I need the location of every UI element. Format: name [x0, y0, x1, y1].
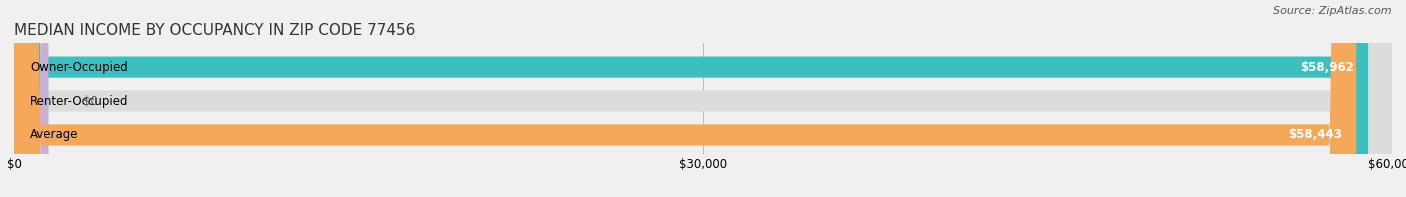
Text: $58,443: $58,443 [1288, 128, 1343, 141]
Text: Renter-Occupied: Renter-Occupied [30, 95, 128, 108]
FancyBboxPatch shape [14, 0, 1357, 197]
FancyBboxPatch shape [14, 0, 48, 197]
Text: MEDIAN INCOME BY OCCUPANCY IN ZIP CODE 77456: MEDIAN INCOME BY OCCUPANCY IN ZIP CODE 7… [14, 23, 415, 38]
Text: Source: ZipAtlas.com: Source: ZipAtlas.com [1274, 6, 1392, 16]
FancyBboxPatch shape [14, 0, 1392, 197]
FancyBboxPatch shape [14, 0, 1392, 197]
Text: $0: $0 [83, 95, 98, 108]
FancyBboxPatch shape [14, 0, 1392, 197]
Text: Average: Average [30, 128, 79, 141]
Text: $58,962: $58,962 [1301, 61, 1354, 74]
Text: Owner-Occupied: Owner-Occupied [30, 61, 128, 74]
FancyBboxPatch shape [14, 0, 1368, 197]
